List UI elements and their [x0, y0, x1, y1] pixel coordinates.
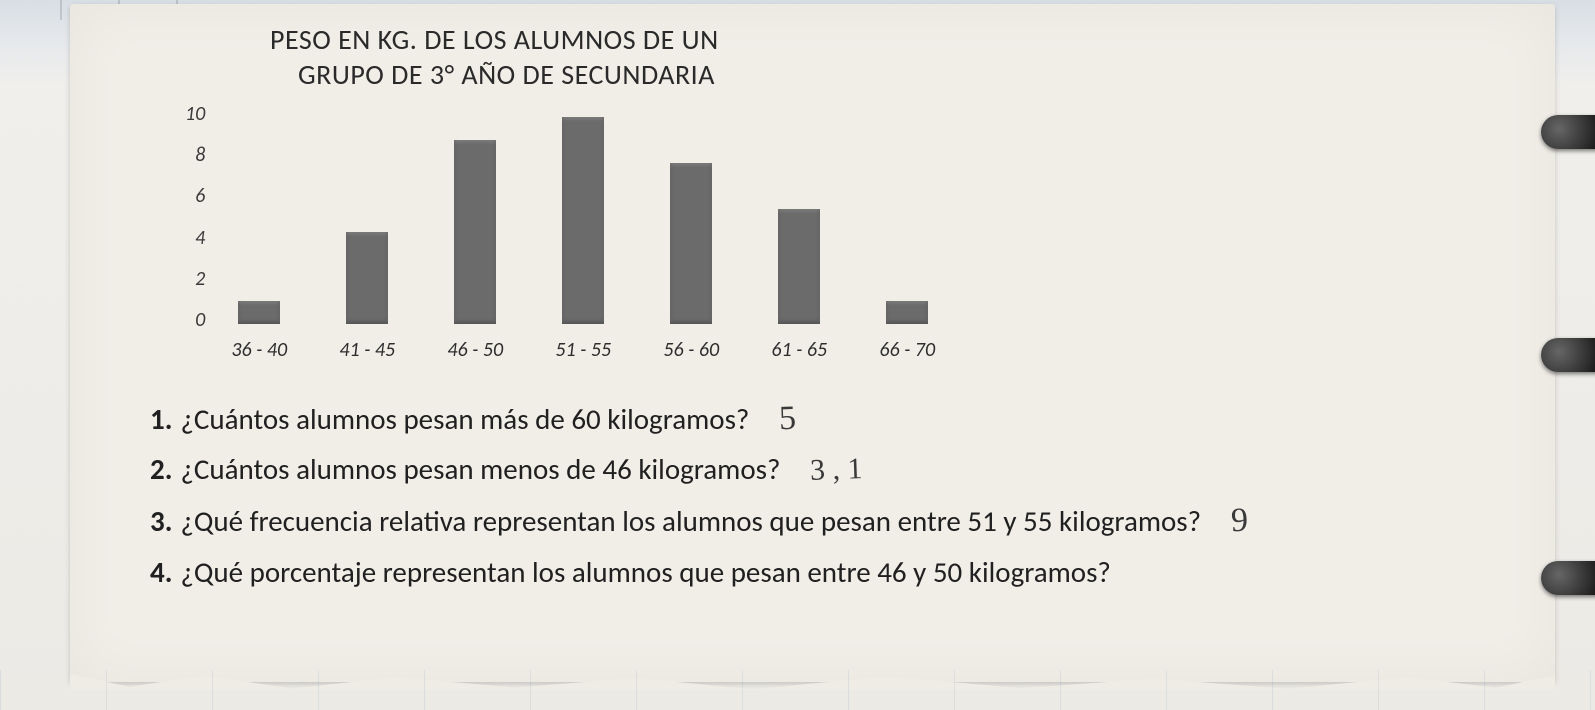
y-tick: 0 [195, 308, 205, 332]
bar [238, 301, 280, 324]
x-axis-label: 56 - 60 [663, 338, 719, 362]
x-axis-label: 46 - 50 [447, 338, 503, 362]
questions-list: 1. ¿Cuántos alumnos pesan más de 60 kilo… [150, 392, 1495, 595]
y-tick: 10 [185, 102, 205, 126]
question-number: 2. [150, 446, 172, 492]
chart-title-line2: GRUPO DE 3° AÑO DE SECUNDARIA [298, 57, 1495, 92]
bar-column: 41 - 45 [343, 232, 391, 362]
handwritten-answer: 5 [778, 392, 797, 447]
bar-column: 36 - 40 [235, 301, 283, 362]
x-axis-label: 41 - 45 [339, 338, 395, 362]
x-axis-label: 51 - 55 [555, 338, 611, 362]
worksheet-paper: PESO EN KG. DE LOS ALUMNOS DE UN GRUPO D… [70, 4, 1555, 682]
y-axis: 10 8 6 4 2 0 [185, 102, 215, 332]
x-axis-label: 61 - 65 [771, 338, 827, 362]
bar-column: 61 - 65 [775, 209, 823, 362]
bar-column: 56 - 60 [667, 163, 715, 362]
question-4: 4. ¿Qué porcentaje representan los alumn… [150, 549, 1495, 595]
bar [562, 117, 604, 324]
bar-column: 51 - 55 [559, 117, 607, 362]
bar [670, 163, 712, 324]
bar-chart: 10 8 6 4 2 0 36 - 40 41 - 45 46 - 50 51 - 5… [185, 102, 1035, 362]
plot-area: 36 - 40 41 - 45 46 - 50 51 - 55 56 - 60 61 - … [215, 102, 1035, 362]
binder-ring [1541, 338, 1595, 372]
bar [454, 140, 496, 324]
notebook-grid [0, 670, 1595, 710]
y-tick: 2 [195, 267, 205, 291]
bar-column: 46 - 50 [451, 140, 499, 362]
binder-ring [1541, 561, 1595, 595]
question-text: ¿Cuántos alumnos pesan menos de 46 kilog… [180, 446, 780, 492]
y-tick: 6 [195, 184, 205, 208]
handwritten-answer: 3 , 1 [810, 445, 864, 495]
question-number: 4. [150, 549, 172, 595]
chart-title-line1: PESO EN KG. DE LOS ALUMNOS DE UN [270, 22, 1495, 57]
bar [778, 209, 820, 324]
chart-title: PESO EN KG. DE LOS ALUMNOS DE UN GRUPO D… [270, 22, 1495, 92]
question-text: ¿Qué porcentaje representan los alumnos … [180, 549, 1110, 595]
x-axis-label: 36 - 40 [231, 338, 287, 362]
bar [886, 301, 928, 324]
binder-ring [1541, 115, 1595, 149]
bar [346, 232, 388, 324]
bar-column: 66 - 70 [883, 301, 931, 362]
handwritten-answer: 9 [1230, 494, 1249, 549]
question-3: 3. ¿Qué frecuencia relativa representan … [150, 494, 1495, 548]
binder-rings [1541, 20, 1595, 690]
y-tick: 8 [195, 143, 205, 167]
y-tick: 4 [195, 226, 205, 250]
question-number: 1. [150, 396, 172, 442]
question-text: ¿Cuántos alumnos pesan más de 60 kilogra… [180, 396, 749, 442]
x-axis-label: 66 - 70 [879, 338, 935, 362]
question-1: 1. ¿Cuántos alumnos pesan más de 60 kilo… [150, 392, 1495, 446]
question-number: 3. [150, 498, 172, 544]
question-2: 2. ¿Cuántos alumnos pesan menos de 46 ki… [150, 446, 1495, 494]
question-text: ¿Qué frecuencia relativa representan los… [180, 498, 1201, 544]
